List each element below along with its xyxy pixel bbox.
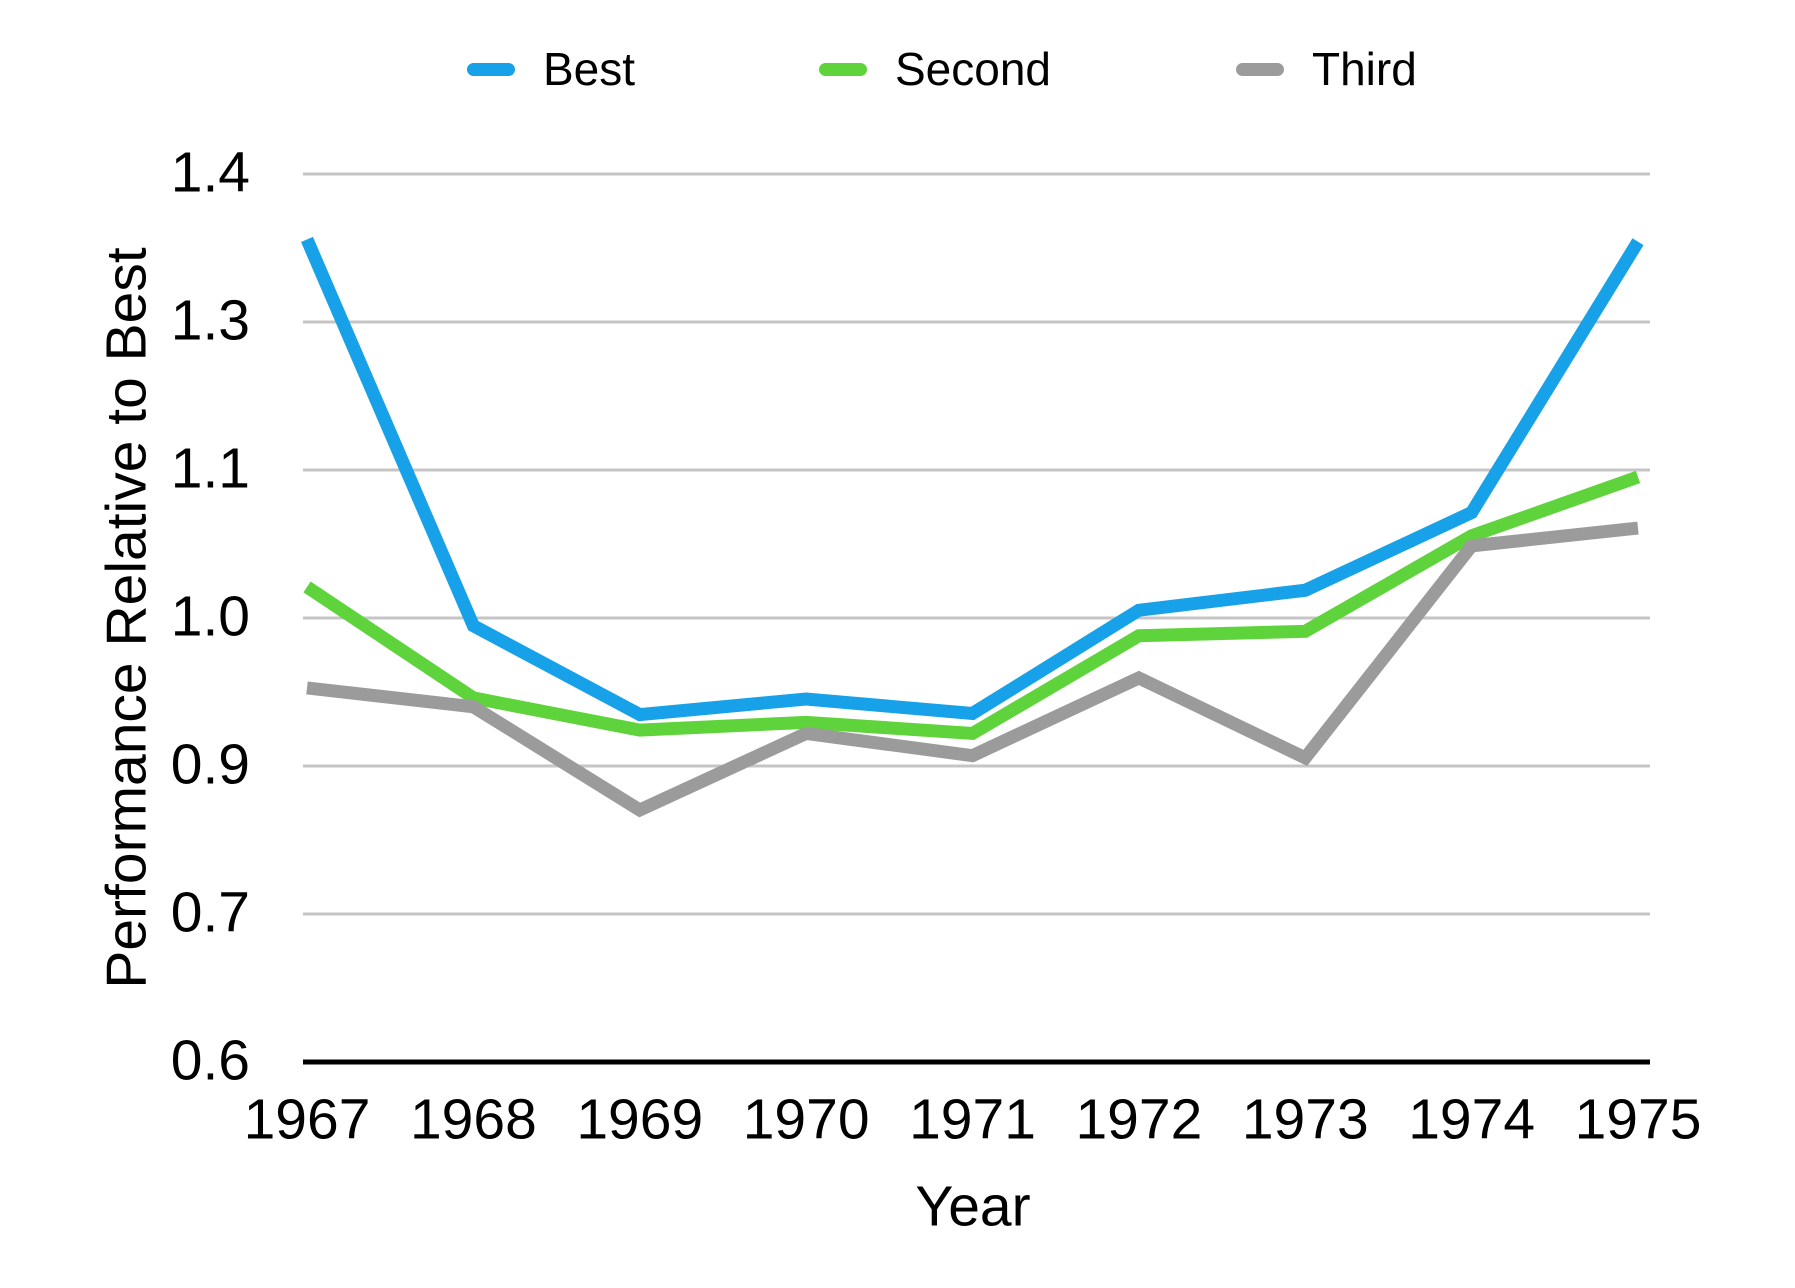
x-tick-label: 1973 (1241, 1087, 1369, 1152)
legend-swatch-second (819, 62, 867, 76)
x-tick-label: 1974 (1408, 1087, 1536, 1152)
x-tick-label: 1969 (576, 1087, 704, 1152)
y-tick-label: 0.7 (170, 880, 250, 945)
series-line-second (303, 470, 1641, 741)
y-tick-label: 1.4 (170, 140, 250, 205)
series-line-third (306, 521, 1639, 818)
legend-swatch-best (467, 62, 515, 76)
y-tick-label: 1.1 (170, 436, 250, 501)
y-axis-title: Performance Relative to Best (94, 247, 159, 989)
y-tick-label: 1.0 (170, 584, 250, 649)
legend-label: Best (543, 43, 636, 95)
y-tick-label: 0.6 (170, 1028, 250, 1093)
legend-item-third: Third (1236, 40, 1417, 98)
legend-label: Third (1312, 43, 1417, 95)
x-axis-title: Year (915, 1174, 1031, 1239)
legend-item-best: Best (467, 40, 635, 98)
series-line-best (301, 236, 1644, 722)
legend-label: Second (895, 43, 1052, 95)
x-tick-label: 1972 (1075, 1087, 1203, 1152)
x-tick-label: 1967 (243, 1087, 371, 1152)
x-tick-label: 1970 (742, 1087, 870, 1152)
y-tick-label: 1.3 (170, 288, 250, 353)
legend-swatch-third (1236, 62, 1284, 76)
x-tick-label: 1968 (409, 1087, 537, 1152)
y-tick-label: 0.9 (170, 732, 250, 797)
x-tick-label: 1971 (909, 1087, 1036, 1152)
x-tick-label: 1975 (1574, 1087, 1702, 1152)
legend-item-second: Second (819, 40, 1051, 98)
